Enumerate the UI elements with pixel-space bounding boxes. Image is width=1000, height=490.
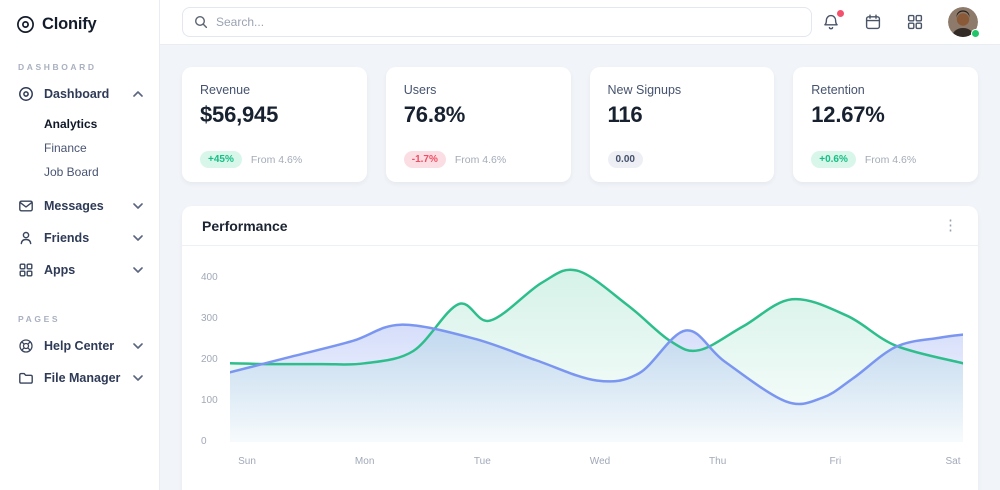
apps-icon [18,262,34,278]
x-axis-label: Sun [238,456,256,467]
stat-card-new-signups: New Signups 116 0.00 [589,67,775,182]
trend-badge: 0.00 [607,151,643,168]
sidebar-item-friends[interactable]: Friends [0,222,159,254]
calendar-icon[interactable] [864,13,882,31]
series-blue-area [230,324,963,442]
sidebar-item-label: Messages [44,199,104,213]
x-axis-label: Wed [589,456,611,467]
stat-value: 76.8% [403,102,466,127]
stat-card-users: Users 76.8% -1.7% From 4.6% [385,67,571,182]
stat-note: From 4.6% [454,153,507,166]
series-blue-line [230,323,963,406]
sidebar-item-label: Friends [44,231,90,245]
stat-note: From 4.6% [250,153,303,166]
dashboard-icon [18,86,34,102]
main-content: Revenue $56,945 +45% From 4.6% Users 76.… [160,45,1000,490]
y-axis-label: 0 [201,436,207,447]
y-axis-label: 200 [201,354,218,365]
trend-badge: +0.6% [811,151,856,168]
sidebar-subitem-finance[interactable]: Finance [44,141,87,155]
user-avatar[interactable] [948,7,980,38]
trend-badge: +45% [200,151,242,168]
stat-title: Users [403,83,437,97]
x-axis-label: Fri [829,456,842,467]
section-label-pages: PAGES [18,314,61,324]
x-axis-label: Sat [945,456,961,467]
chevron-down-icon [133,343,143,349]
stat-card-retention: Retention 12.67% +0.6% From 4.6% [793,67,978,182]
topbar [160,0,1000,45]
search-input[interactable] [216,15,800,29]
series-green-line [230,268,963,366]
stat-title: Retention [811,83,865,97]
folder-icon [18,370,34,386]
stat-title: New Signups [607,83,682,97]
performance-card: Performance ⋮ 400 300 200 100 0 [182,206,978,490]
sidebar-item-label: Help Center [44,339,115,353]
sidebar-item-label: Apps [44,263,76,277]
messages-icon [18,198,34,214]
x-axis-label: Thu [709,456,727,467]
dashboard-submenu: Analytics Finance Job Board [0,110,159,190]
sidebar-item-label: Dashboard [44,87,110,101]
stat-value: 12.67% [811,102,885,127]
stat-note: From 4.6% [864,153,917,166]
sidebar-item-apps[interactable]: Apps [0,254,159,286]
stat-card-revenue: Revenue $56,945 +45% From 4.6% [182,67,367,182]
clonify-logo-icon [16,15,35,34]
chevron-down-icon [133,203,143,209]
chevron-up-icon [133,91,143,97]
sidebar: Clonify DASHBOARD Dashboard Analytics Fi… [0,0,160,490]
area-chart-canvas [230,268,963,442]
sidebar-item-file-manager[interactable]: File Manager [0,362,159,394]
chevron-down-icon [133,267,143,273]
x-axis-label: Tue [473,456,491,467]
friends-icon [18,230,34,246]
notification-dot [837,10,844,17]
brand-name: Clonify [42,15,97,33]
search-icon [194,15,208,29]
stat-title: Revenue [200,83,251,97]
sidebar-item-dashboard[interactable]: Dashboard [0,78,159,110]
sidebar-item-label: File Manager [44,371,121,385]
stats-row: Revenue $56,945 +45% From 4.6% Users 76.… [182,67,978,182]
section-label-dashboard: DASHBOARD [18,62,97,72]
search-box [182,7,812,37]
chevron-down-icon [133,235,143,241]
help-icon [18,338,34,354]
kebab-menu-icon[interactable]: ⋮ [943,217,958,234]
stat-value: 116 [607,102,643,127]
x-axis-label: Mon [354,456,375,467]
online-status-dot [971,29,980,38]
trend-badge: -1.7% [403,151,446,168]
y-axis-label: 100 [201,395,218,406]
notifications-bell-icon[interactable] [822,10,844,31]
y-axis-label: 400 [201,272,218,283]
sidebar-subitem-analytics[interactable]: Analytics [44,117,98,131]
performance-chart: 400 300 200 100 0 Sun Mon Tue Wed Thu F [182,246,978,490]
performance-header: Performance ⋮ [182,206,978,246]
stat-value: $56,945 [200,102,279,127]
topbar-actions [822,7,980,38]
y-axis-label: 300 [201,313,218,324]
chart-title: Performance [202,217,288,234]
sidebar-subitem-job-board[interactable]: Job Board [44,165,99,179]
sidebar-item-help-center[interactable]: Help Center [0,330,159,362]
brand-logo[interactable]: Clonify [0,0,159,34]
sidebar-item-messages[interactable]: Messages [0,190,159,222]
chevron-down-icon [133,375,143,381]
apps-grid-icon[interactable] [906,13,924,31]
